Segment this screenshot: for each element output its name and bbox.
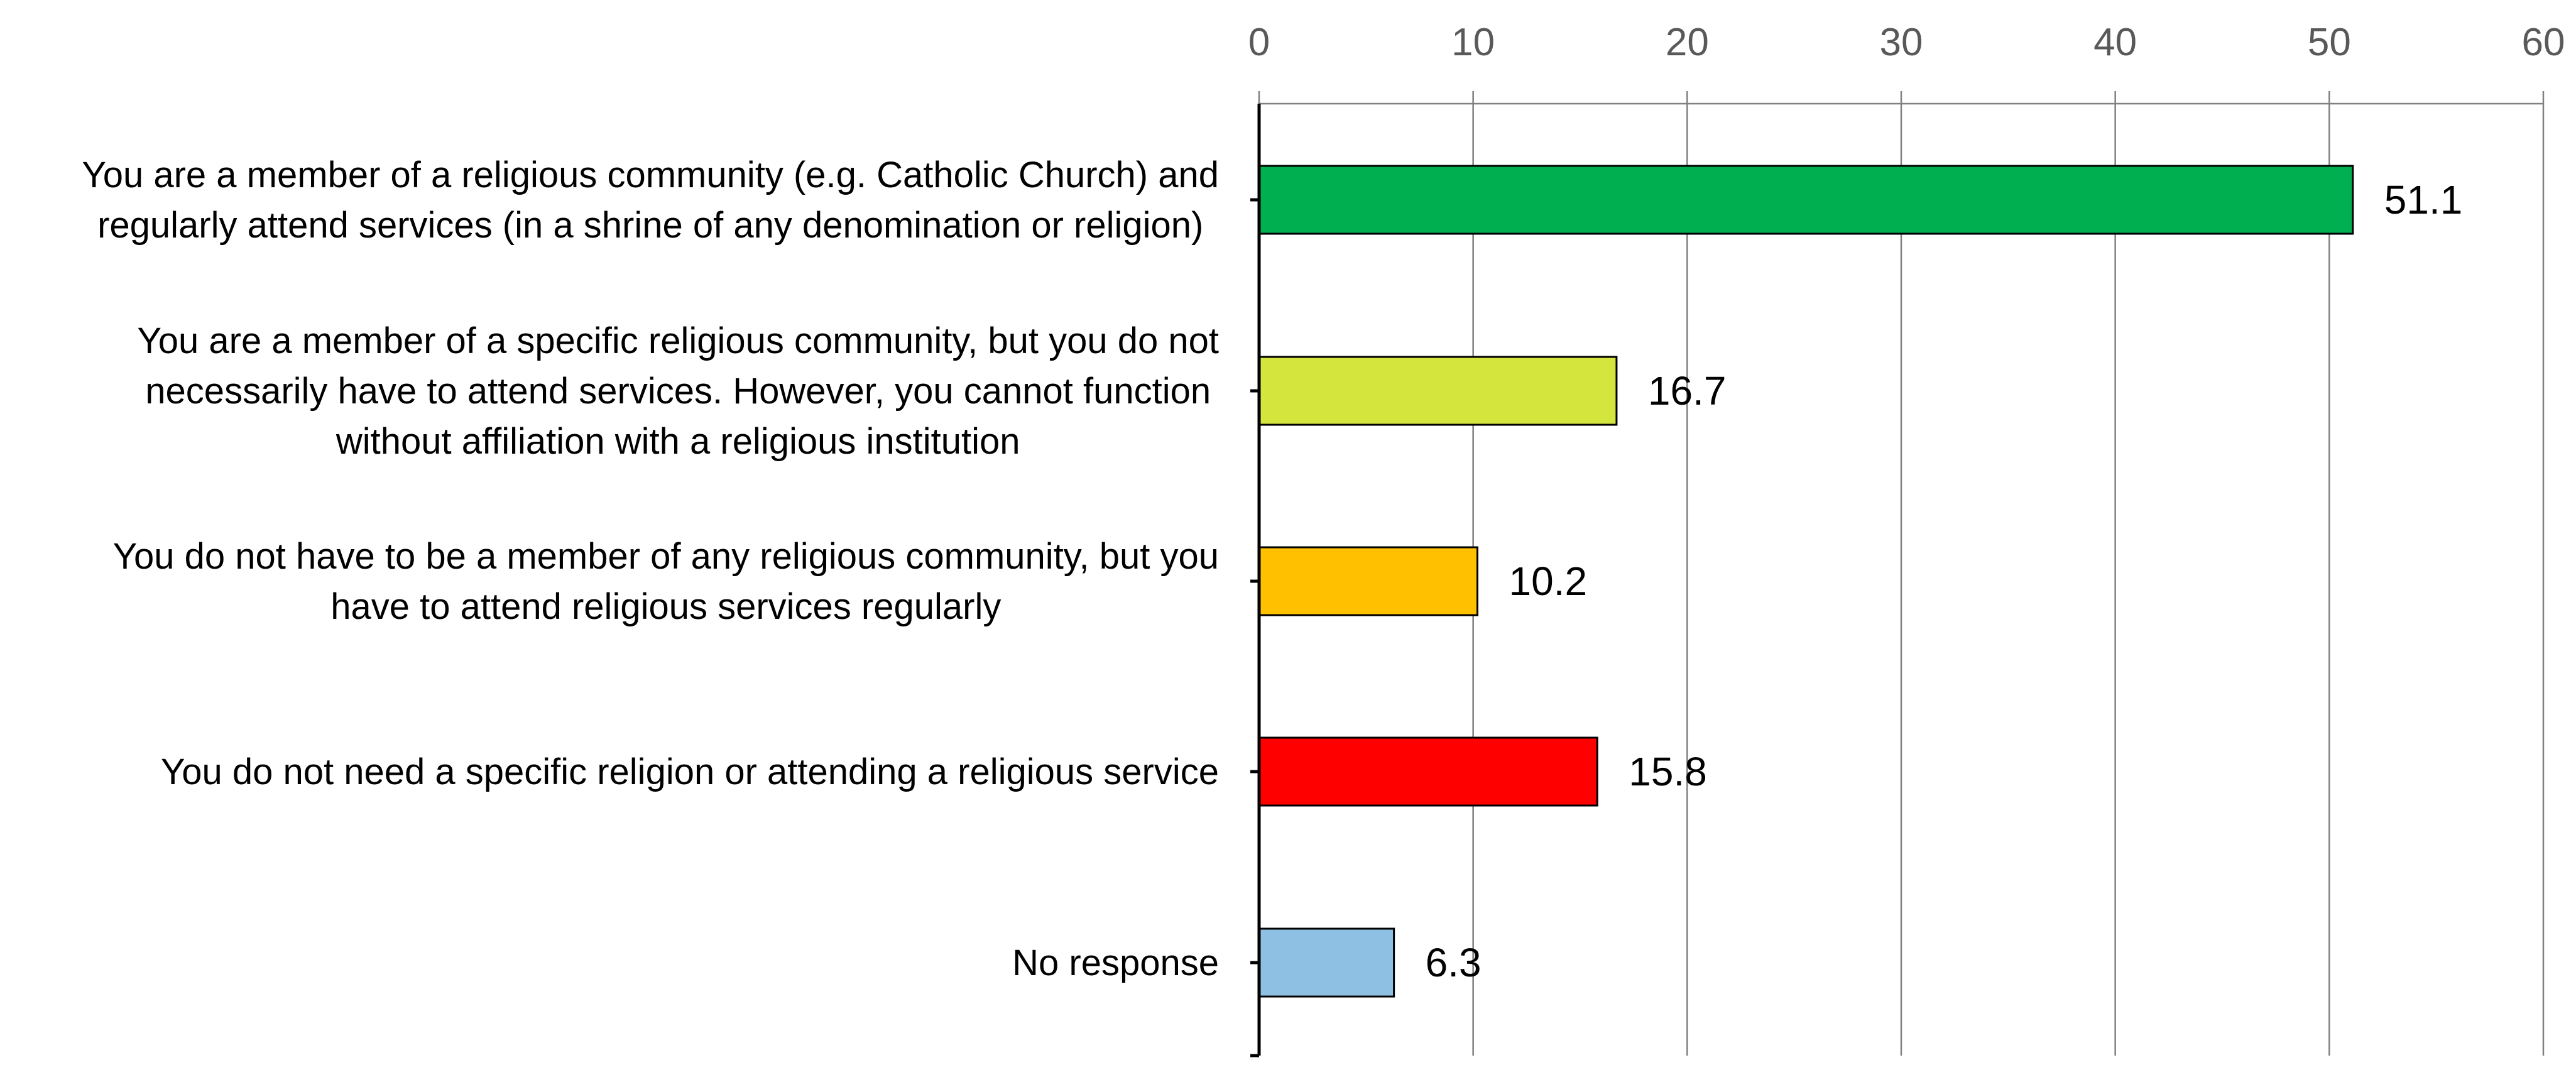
category-label-line: have to attend religious services regula… (330, 586, 1001, 627)
bar (1258, 927, 1395, 998)
category-label-line: No response (1012, 943, 1219, 983)
bar (1258, 736, 1598, 807)
y-axis (1250, 104, 1261, 1057)
x-tick-label: 10 (1451, 21, 1495, 64)
data-label: 6.3 (1426, 940, 1482, 985)
category-label-line: You do not have to be a member of any re… (113, 536, 1219, 577)
category-labels: You are a member of a religious communit… (82, 155, 1219, 983)
category-label-line: without affiliation with a religious ins… (336, 421, 1020, 462)
x-axis-ticks: 0 10 20 30 40 50 60 (1248, 21, 2565, 64)
category-label: You are a member of a religious communit… (82, 155, 1219, 246)
bar (1258, 165, 2354, 235)
category-label-line: regularly attend services (in a shrine o… (97, 205, 1203, 246)
bar (1258, 356, 1618, 426)
data-label: 51.1 (2384, 177, 2463, 222)
category-label-line: You are a member of a specific religious… (137, 320, 1219, 361)
bars (1258, 165, 2354, 998)
x-tick-label: 30 (1880, 21, 1923, 64)
x-tick-label: 0 (1248, 21, 1270, 64)
x-tick-label: 40 (2093, 21, 2137, 64)
x-tick-label: 50 (2308, 21, 2351, 64)
category-label: You are a member of a specific religious… (137, 320, 1219, 462)
category-label: No response (1012, 943, 1219, 983)
category-label-line: necessarily have to attend services. How… (145, 371, 1211, 412)
x-tick-label: 20 (1666, 21, 1709, 64)
value-labels: 51.1 16.7 10.2 15.8 6.3 (1426, 177, 2463, 985)
category-label-line: You do not need a specific religion or a… (161, 751, 1219, 792)
data-label: 10.2 (1509, 559, 1587, 604)
category-label-line: You are a member of a religious communit… (82, 155, 1219, 195)
data-label: 15.8 (1629, 749, 1707, 794)
category-label: You do not have to be a member of any re… (113, 536, 1219, 627)
data-label: 16.7 (1648, 368, 1727, 413)
bar (1258, 546, 1478, 616)
category-label: You do not need a specific religion or a… (161, 751, 1219, 792)
x-tick-label: 60 (2522, 21, 2565, 64)
